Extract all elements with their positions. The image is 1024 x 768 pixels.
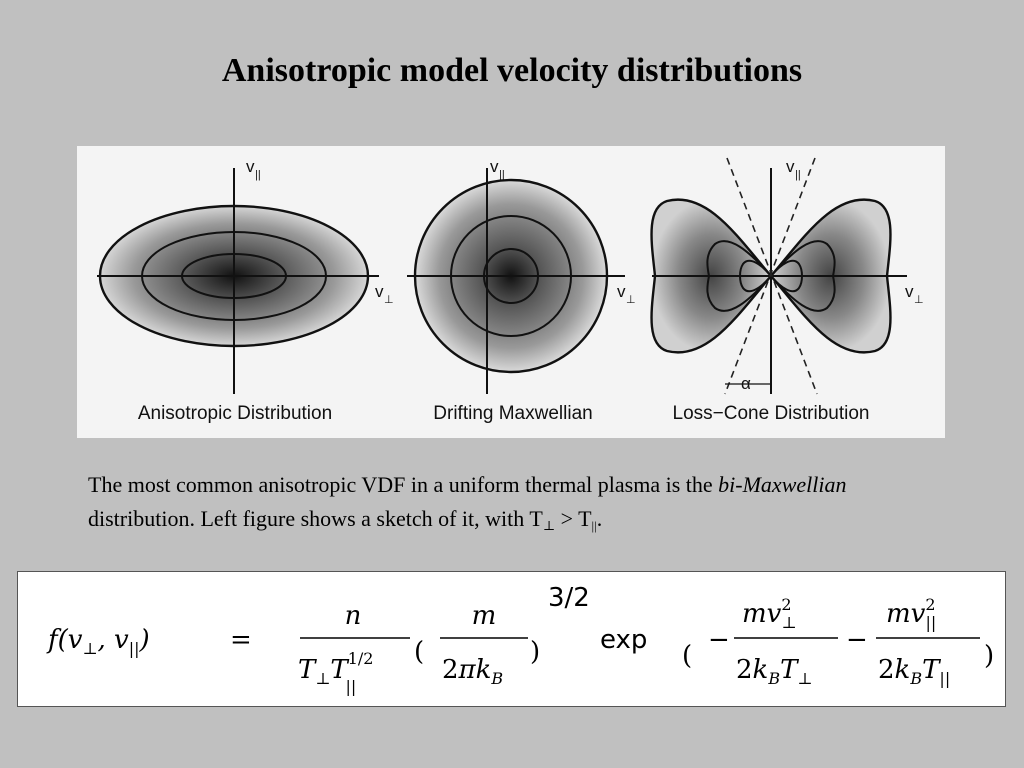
t-par-symbol: T <box>578 506 592 531</box>
term2-denominator: 2kBT|| <box>878 655 950 688</box>
slide-title: Anisotropic model velocity distributions <box>221 52 803 89</box>
term2-numerator: mv2 || <box>886 595 936 632</box>
minus-sign-2: − <box>846 625 868 655</box>
bi-maxwellian-equation: f(v⊥, v||) = n T⊥T1/2 || ( m 2πkB ) 3/2 e… <box>17 571 1006 707</box>
panel-loss-cone: v || v ⊥ α Loss−Cone Distribution <box>650 157 924 424</box>
caption-drifting-maxwellian: Drifting Maxwellian <box>433 403 592 424</box>
t-perp-symbol: T <box>529 506 543 531</box>
vdf-figure: v || v ⊥ Anisotropic Distribution v || v… <box>77 146 945 438</box>
t-par-subscript: || <box>591 518 597 533</box>
caption-loss-cone: Loss−Cone Distribution <box>673 403 870 424</box>
right-paren-1: ) <box>530 637 540 667</box>
term1-denominator: 2kBT⊥ <box>736 655 812 688</box>
vdf-figure-svg: v || v ⊥ Anisotropic Distribution v || v… <box>97 157 924 424</box>
loss-cone-boundary-2 <box>724 157 816 395</box>
body-period: . <box>596 506 603 531</box>
caption-anisotropic: Anisotropic Distribution <box>138 403 332 424</box>
panel-drifting-maxwellian: v || v ⊥ Drifting Maxwellian <box>407 157 636 424</box>
equation-lhs: f(v⊥, v||) <box>46 625 150 658</box>
anisotropic-v-par-sub: || <box>255 169 261 181</box>
exp-function: exp <box>600 625 647 655</box>
anisotropic-v-par-label: v <box>246 157 255 176</box>
body-text-start: The most common anisotropic VDF in a uni… <box>88 472 719 497</box>
maxwellian-v-par-label: v <box>490 157 499 176</box>
left-paren-2: ( <box>682 641 692 671</box>
loss-cone-v-perp-label: v <box>905 282 914 301</box>
bi-maxwellian-term: bi-Maxwellian <box>718 472 847 497</box>
loss-cone-boundary-1 <box>726 157 818 395</box>
fraction-denominator-1: T⊥T1/2 || <box>298 649 373 696</box>
left-paren-1: ( <box>414 637 424 667</box>
loss-cone-v-perp-sub: ⊥ <box>914 294 924 306</box>
fraction-denominator-2: 2πkB <box>442 655 503 688</box>
anisotropic-v-perp-label: v <box>375 282 384 301</box>
fraction-numerator-n: n <box>345 601 362 631</box>
equation-equals: = <box>230 625 252 655</box>
right-paren-2: ) <box>984 641 994 671</box>
equation-svg: f(v⊥, v||) = n T⊥T1/2 || ( m 2πkB ) 3/2 e… <box>46 583 994 696</box>
minus-sign-1: − <box>708 625 730 655</box>
maxwellian-v-perp-label: v <box>617 282 626 301</box>
body-text-mid: distribution. Left figure shows a sketch… <box>88 506 530 531</box>
exponent-three-halves: 3/2 <box>548 583 590 613</box>
loss-cone-v-par-label: v <box>786 157 795 176</box>
term1-numerator: mv2 ⊥ <box>742 595 797 632</box>
body-paragraph: The most common anisotropic VDF in a uni… <box>88 468 948 543</box>
panel-anisotropic: v || v ⊥ Anisotropic Distribution <box>97 157 394 424</box>
greater-than: > <box>555 506 579 531</box>
maxwellian-v-perp-sub: ⊥ <box>626 294 636 306</box>
fraction-numerator-m: m <box>472 601 497 631</box>
loss-cone-v-par-sub: || <box>795 169 801 181</box>
anisotropic-v-perp-sub: ⊥ <box>384 294 394 306</box>
t-perp-subscript: ⊥ <box>542 518 556 533</box>
loss-cone-angle-label: α <box>741 374 751 393</box>
maxwellian-v-par-sub: || <box>499 169 505 181</box>
